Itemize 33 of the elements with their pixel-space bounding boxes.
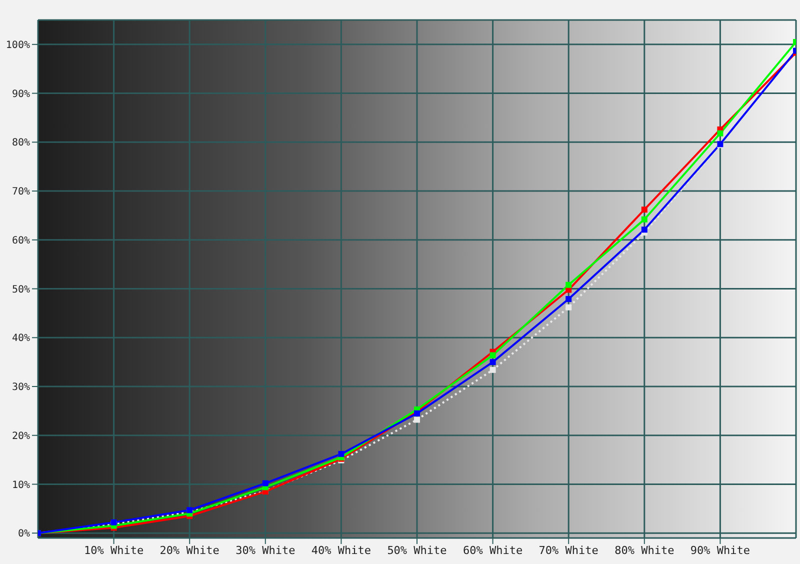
point <box>641 226 648 233</box>
y-tick-label: 30% <box>12 382 30 394</box>
y-tick-label: 0% <box>18 528 30 540</box>
point <box>641 216 648 222</box>
y-tick-label: 60% <box>12 235 30 246</box>
x-tick-label: 10% White <box>84 544 144 557</box>
y-tick-label: 10% <box>12 480 30 491</box>
point <box>717 130 724 136</box>
x-tick-label: 20% White <box>160 544 220 557</box>
x-tick-label: 80% White <box>614 544 674 557</box>
point <box>641 206 648 213</box>
point <box>566 296 572 302</box>
y-tick-label: 80% <box>12 138 30 149</box>
point <box>338 450 344 457</box>
x-tick-label: 50% White <box>387 544 447 557</box>
x-tick-label: 40% White <box>311 544 372 557</box>
point <box>490 359 496 366</box>
point <box>490 366 496 373</box>
y-tick-label: 40% <box>12 333 30 344</box>
point <box>262 480 268 486</box>
x-tick-label: 90% White <box>690 544 750 557</box>
x-tick-label: 30% White <box>236 544 296 557</box>
x-tick-label: 70% White <box>538 544 598 557</box>
y-tick-label: 90% <box>12 88 30 100</box>
y-tick-label: 20% <box>12 430 30 442</box>
y-tick-label: 100% <box>6 40 30 51</box>
y-tick-label: 70% <box>12 186 30 198</box>
point <box>566 282 572 288</box>
x-tick-label: 60% White <box>462 544 523 557</box>
y-tick-label: 50% <box>12 284 30 296</box>
point <box>566 304 572 310</box>
point <box>414 416 420 423</box>
point <box>490 352 496 358</box>
